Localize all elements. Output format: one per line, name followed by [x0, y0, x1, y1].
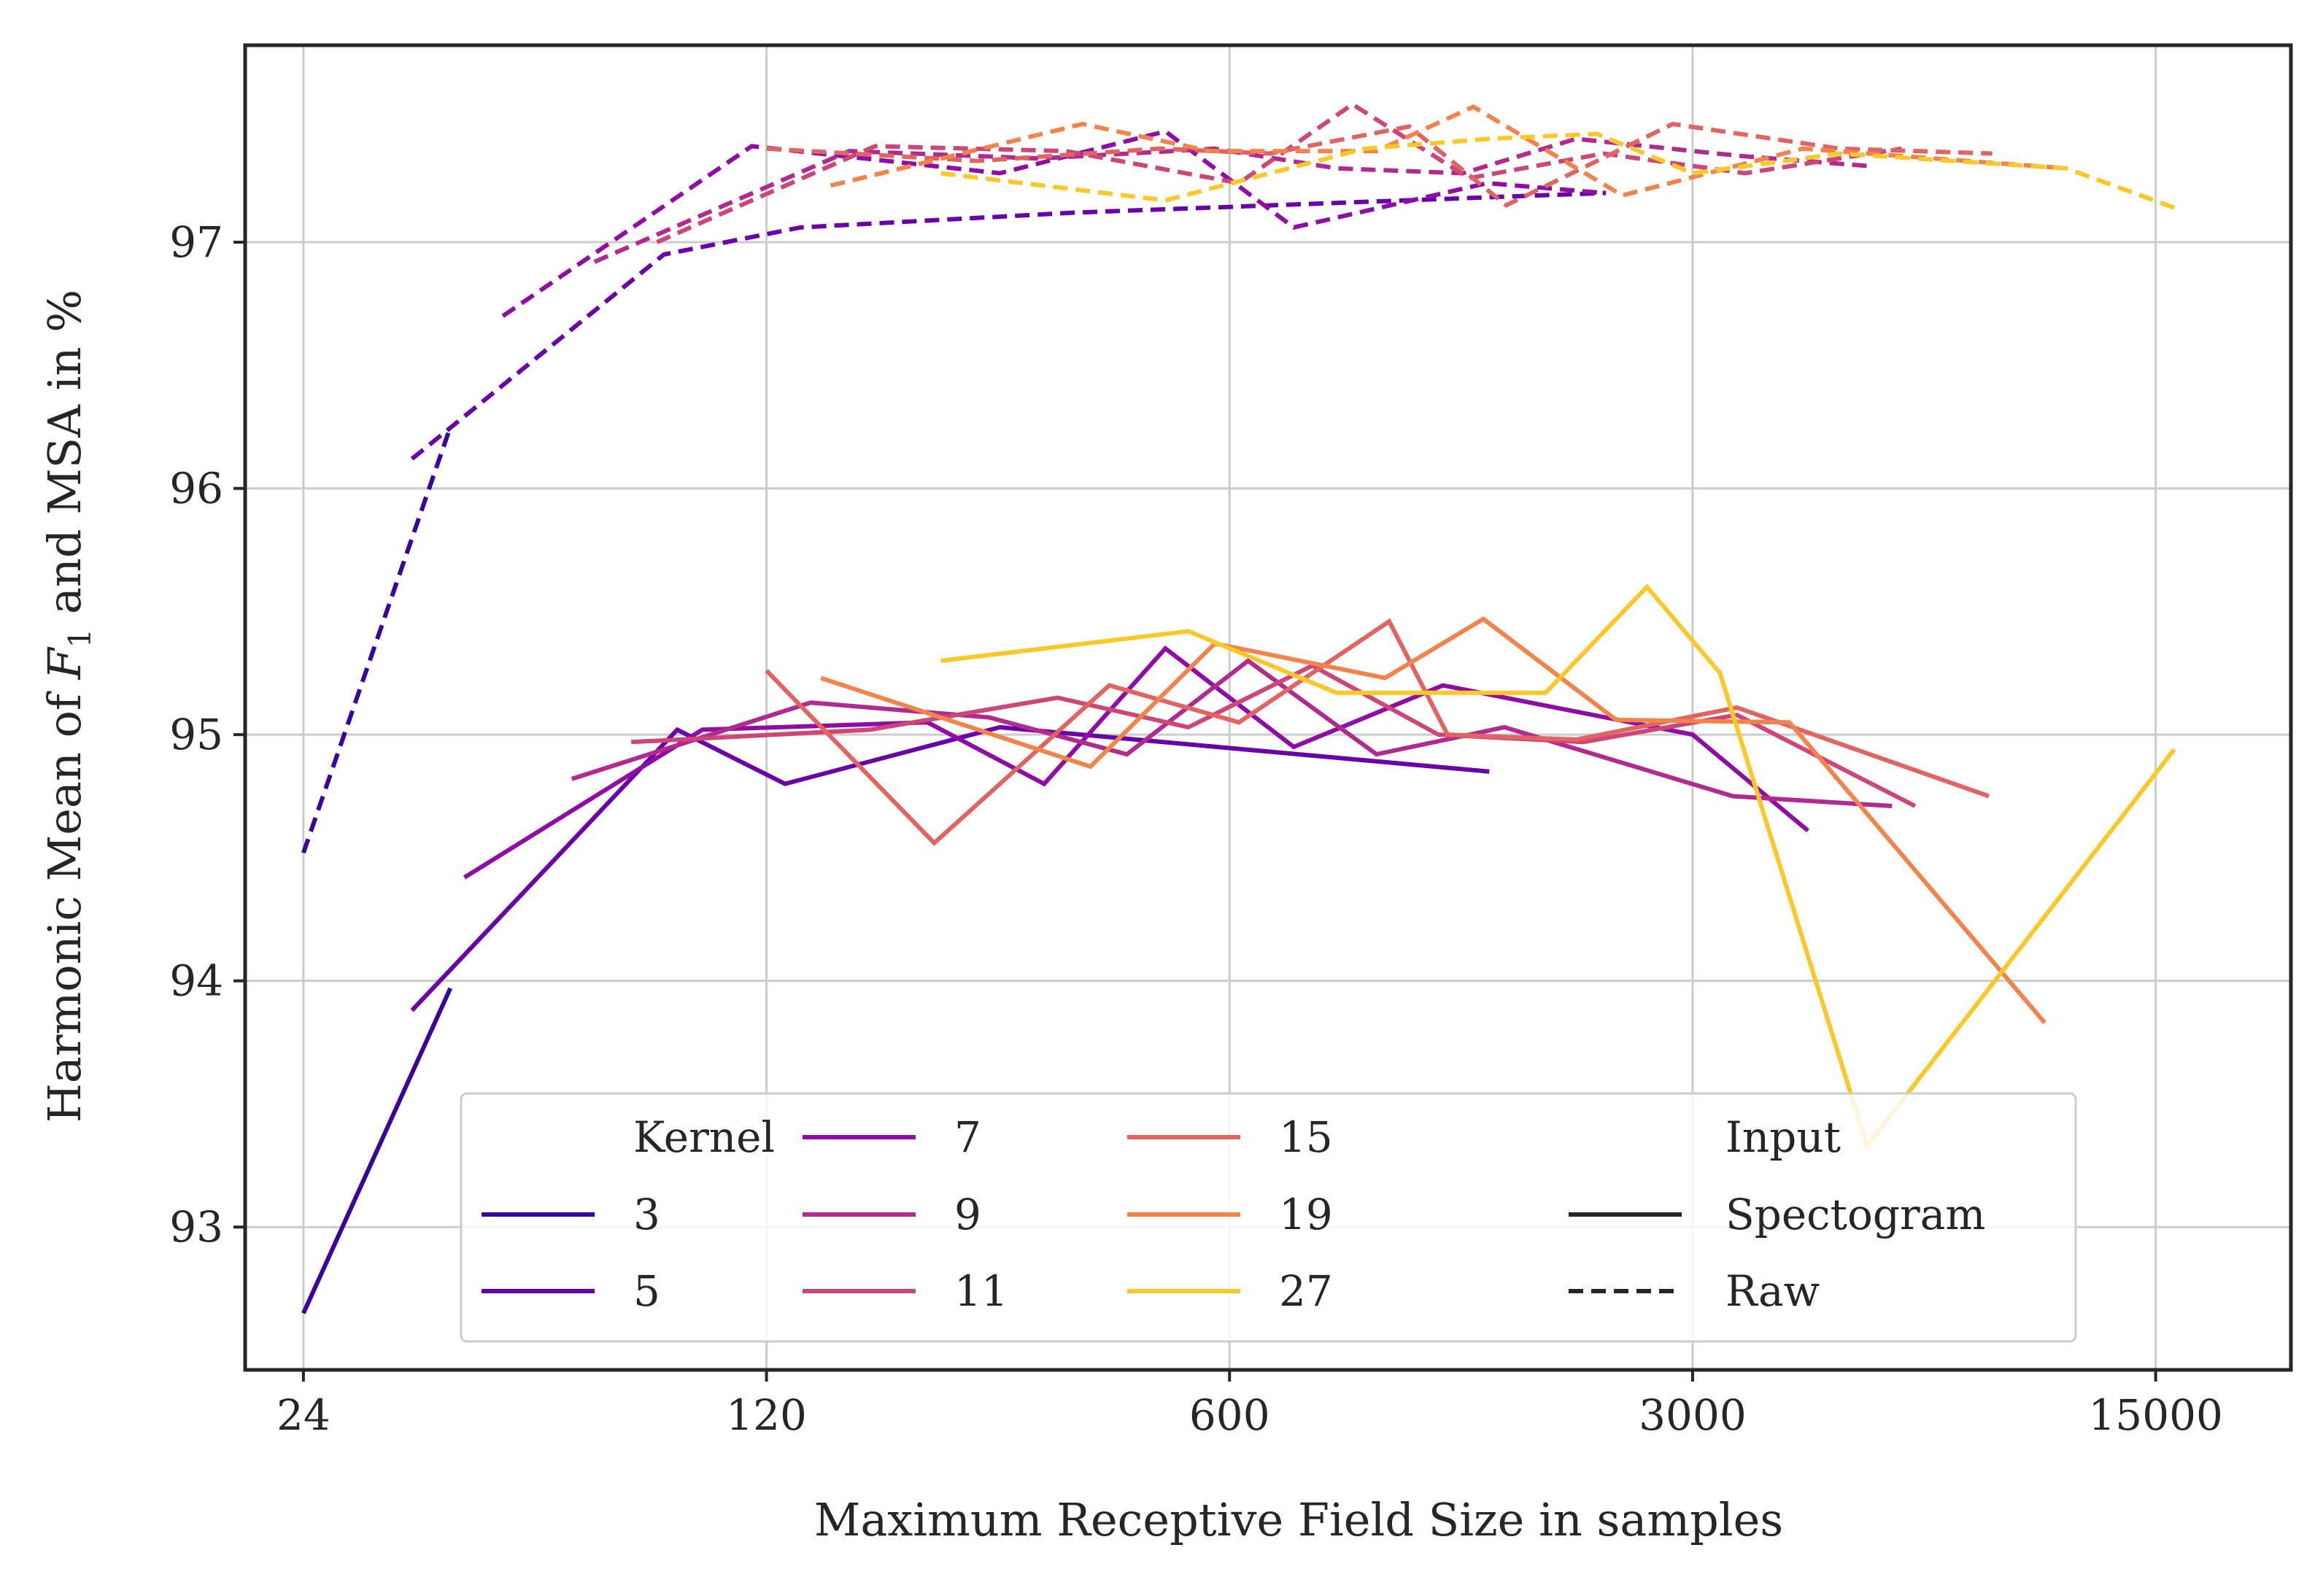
series-line-kernel-5-raw	[410, 190, 1607, 461]
legend-label-kernel-5: 5	[633, 1266, 660, 1316]
y-axis-label-after: and MSA in %	[38, 290, 91, 629]
legend-label-input-dashed: Raw	[1725, 1266, 1820, 1316]
x-tick-label: 600	[1189, 1390, 1270, 1440]
x-axis-label: Maximum Receptive Field Size in samples	[814, 1493, 1783, 1546]
y-tick-label: 94	[169, 956, 223, 1006]
legend-label-input-solid: Spectogram	[1725, 1190, 1985, 1239]
y-axis-label-before: Harmonic Mean of	[38, 679, 91, 1123]
legend-title-kernel: Kernel	[633, 1112, 775, 1162]
x-tick-label: 120	[726, 1390, 807, 1440]
series-line-kernel-19-spectrogram	[820, 616, 2046, 1025]
y-axis-label-var: F	[38, 646, 91, 680]
legend-label-kernel-11: 11	[954, 1266, 1008, 1316]
y-tick-label: 95	[169, 710, 223, 759]
series-line-kernel-3-spectrogram	[301, 987, 453, 1314]
y-axis: 93 94 95 96 97	[169, 217, 245, 1252]
plot-frame	[243, 43, 2293, 1372]
x-tick-label: 15000	[2088, 1390, 2223, 1440]
legend-box	[460, 1092, 2077, 1343]
y-tick-label: 93	[169, 1202, 223, 1252]
legend-label-kernel-9: 9	[954, 1190, 981, 1239]
x-tick-label: 24	[277, 1390, 331, 1440]
legend-label-kernel-3: 3	[633, 1190, 660, 1239]
y-tick-label: 97	[169, 217, 223, 267]
series-line-kernel-11-raw	[656, 101, 1902, 244]
legend-label-kernel-15: 15	[1279, 1112, 1333, 1162]
series-line-kernel-19-raw	[830, 104, 2067, 198]
series-line-kernel-15-spectrogram	[765, 618, 1990, 846]
x-tick-label: 3000	[1639, 1390, 1747, 1440]
series-line-kernel-3-raw	[301, 426, 453, 854]
legend-label-kernel-7: 7	[954, 1112, 981, 1162]
series-line-kernel-11-spectrogram	[631, 663, 1917, 808]
legend: Kernel Input 3 5 7 9 11 15 19 27 Spectogram Raw	[460, 1092, 2077, 1343]
y-axis-label: Harmonic Mean of F1 and MSA in %	[38, 290, 98, 1123]
series-line-kernel-27-raw	[940, 131, 2176, 210]
series-line-kernel-9-raw	[593, 136, 1868, 264]
series-line-kernel-7-raw	[501, 128, 1604, 318]
legend-label-kernel-19: 19	[1279, 1190, 1333, 1239]
series-line-kernel-7-spectrogram	[463, 645, 1810, 880]
y-axis-label-sub: 1	[62, 629, 98, 648]
series-line-kernel-27-spectrogram	[940, 584, 2176, 1151]
legend-label-kernel-27: 27	[1279, 1266, 1333, 1316]
series-line-kernel-9-spectrogram	[571, 658, 1893, 808]
y-tick-label: 96	[169, 464, 223, 514]
series-lines	[301, 101, 2176, 1314]
series-line-kernel-5-spectrogram	[410, 724, 1490, 1012]
x-axis: 24 120 600 3000 15000	[277, 1370, 2223, 1440]
legend-title-input: Input	[1725, 1112, 1841, 1162]
series-line-kernel-15-raw	[766, 121, 1992, 208]
